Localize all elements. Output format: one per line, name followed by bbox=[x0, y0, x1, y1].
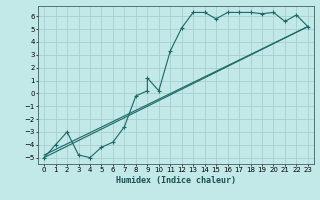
X-axis label: Humidex (Indice chaleur): Humidex (Indice chaleur) bbox=[116, 176, 236, 185]
